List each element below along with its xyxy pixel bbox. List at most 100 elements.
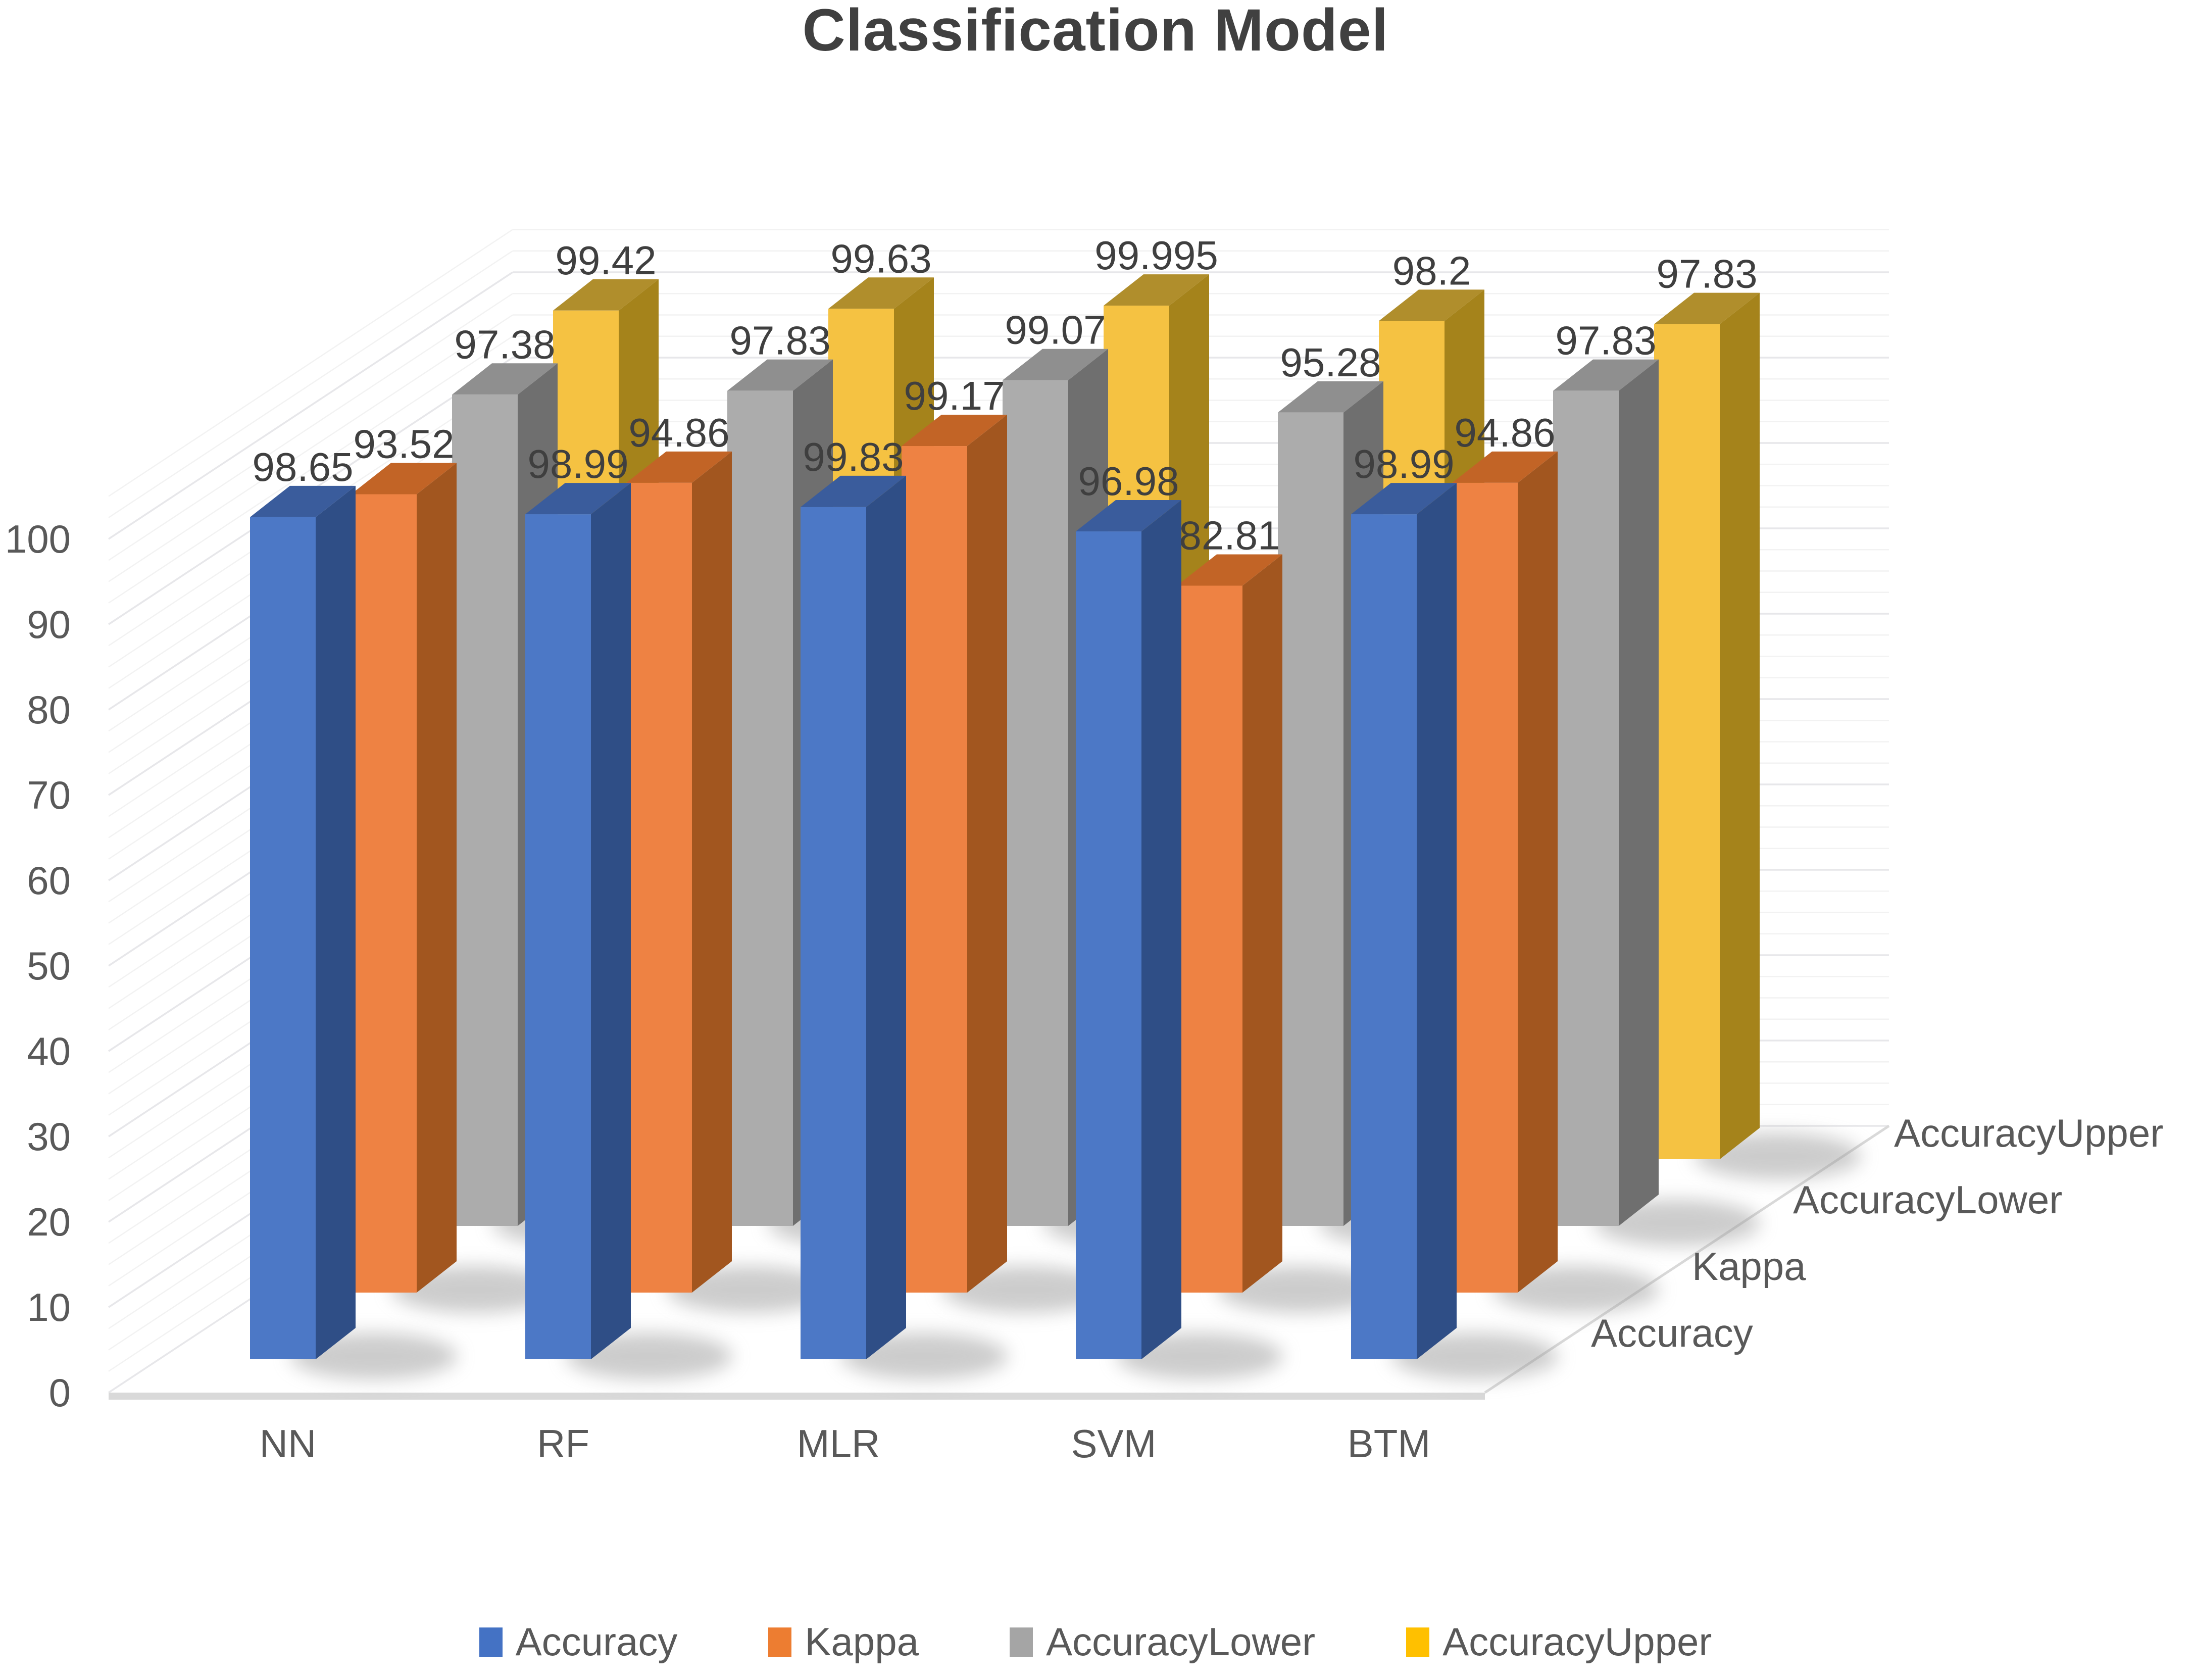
legend-marker-AccuracyLower (1009, 1627, 1033, 1657)
depth-axis-label: AccuracyLower (1793, 1177, 2062, 1222)
value-label: 99.42 (555, 238, 656, 283)
category-label: SVM (1071, 1421, 1156, 1466)
gridline-leftwall (108, 229, 513, 497)
bar-top-face (1104, 274, 1209, 306)
bar-Accuracy-BTM (1351, 483, 1457, 1359)
gridline-leftwall (108, 314, 513, 582)
chart-title: Classification Model (802, 0, 1389, 64)
category-label: MLR (797, 1421, 880, 1466)
bar-side-face (866, 475, 906, 1359)
value-label: 98.2 (1392, 248, 1471, 293)
bar-Kappa-SVM (1177, 554, 1282, 1293)
bar-Kappa-BTM (1452, 451, 1558, 1293)
legend-label: AccuracyLower (1045, 1619, 1316, 1664)
bar-top-face (1452, 451, 1558, 483)
bar-Accuracy-MLR (801, 475, 906, 1359)
bar-front-face (1553, 390, 1619, 1226)
value-label: 99.83 (803, 434, 904, 479)
bar-side-face (1242, 554, 1282, 1293)
y-tick-label: 30 (27, 1114, 71, 1159)
bar-front-face (902, 446, 967, 1293)
bar-Kappa-RF (626, 451, 732, 1293)
bar-front-face (1003, 380, 1068, 1226)
value-label: 94.86 (628, 410, 729, 455)
value-label: 95.28 (1280, 340, 1381, 385)
bar-side-face (692, 451, 732, 1293)
bar-front-face (1654, 324, 1720, 1159)
y-tick-label: 90 (27, 602, 71, 647)
legend-item-Accuracy: Accuracy (479, 1619, 677, 1665)
value-label: 98.65 (252, 444, 353, 489)
bar-front-face (250, 517, 316, 1360)
value-label: 97.83 (729, 318, 830, 363)
value-label: 99.995 (1094, 233, 1218, 278)
value-label: 97.38 (454, 322, 555, 367)
bar-Accuracy-SVM (1076, 500, 1181, 1359)
bar-top-face (801, 475, 906, 507)
bar-front-face (727, 390, 793, 1226)
bar-front-face (452, 394, 518, 1226)
y-tick-label: 0 (49, 1370, 71, 1415)
bar-top-face (902, 415, 1007, 447)
bar-side-face (316, 485, 356, 1360)
bar-side-face (591, 483, 631, 1359)
value-label: 96.98 (1078, 459, 1179, 504)
legend-label: AccuracyUpper (1442, 1619, 1712, 1664)
y-tick-label: 40 (27, 1029, 71, 1073)
bar-front-face (1278, 412, 1343, 1226)
bar-front-face (1351, 514, 1417, 1359)
legend-item-AccuracyLower: AccuracyLower (1009, 1619, 1316, 1665)
gridline-leftwall (108, 271, 513, 540)
bar-top-face (828, 277, 934, 309)
bar-side-face (967, 415, 1007, 1293)
value-label: 94.86 (1454, 410, 1555, 455)
gridline-leftwall (108, 293, 513, 561)
value-label: 98.99 (1353, 441, 1454, 486)
bar-Accuracy-RF (525, 483, 631, 1359)
bar-top-face (1351, 483, 1457, 515)
y-tick-label: 60 (27, 858, 71, 903)
legend-marker-Accuracy (479, 1627, 503, 1657)
bar-front-face (1177, 585, 1242, 1293)
bar-top-face (1278, 381, 1383, 413)
bar-front-face (801, 507, 866, 1359)
bar-top-face (1654, 292, 1760, 324)
depth-axis-label: Kappa (1692, 1244, 1806, 1289)
value-label: 99.17 (904, 373, 1005, 418)
gridline-leftwall (108, 250, 513, 518)
bar-top-face (1076, 500, 1181, 532)
depth-axis-label: Accuracy (1591, 1311, 1753, 1355)
bar-top-face (351, 463, 457, 495)
legend-label: Kappa (805, 1619, 919, 1664)
bar-top-face (452, 363, 558, 395)
y-tick-label: 100 (5, 517, 71, 561)
bar-AccuracyUpper-BTM (1654, 292, 1760, 1159)
legend-marker-AccuracyUpper (1406, 1627, 1430, 1657)
y-tick-label: 50 (27, 944, 71, 988)
value-label: 98.99 (527, 441, 628, 486)
y-tick-label: 20 (27, 1200, 71, 1244)
legend-item-Kappa: Kappa (768, 1619, 919, 1665)
bar-top-face (1553, 359, 1659, 391)
depth-axis-label: AccuracyUpper (1894, 1111, 2163, 1155)
bar-side-face (417, 463, 457, 1293)
legend-item-AccuracyUpper: AccuracyUpper (1406, 1619, 1712, 1665)
bar-side-face (1720, 292, 1760, 1159)
category-label: RF (537, 1421, 589, 1466)
value-label: 97.83 (1656, 252, 1757, 297)
bar-side-face (1619, 359, 1659, 1226)
bar-top-face (1003, 349, 1108, 380)
bar-Kappa-NN (351, 463, 457, 1293)
bar-top-face (727, 359, 833, 391)
bar-front-face (525, 514, 591, 1359)
value-label: 82.81 (1179, 513, 1280, 558)
bar-front-face (626, 482, 692, 1293)
bar-top-face (1177, 554, 1282, 586)
y-tick-label: 70 (27, 773, 71, 817)
bar-top-face (250, 485, 356, 517)
legend-marker-Kappa (768, 1627, 792, 1657)
value-label: 99.63 (830, 236, 931, 281)
